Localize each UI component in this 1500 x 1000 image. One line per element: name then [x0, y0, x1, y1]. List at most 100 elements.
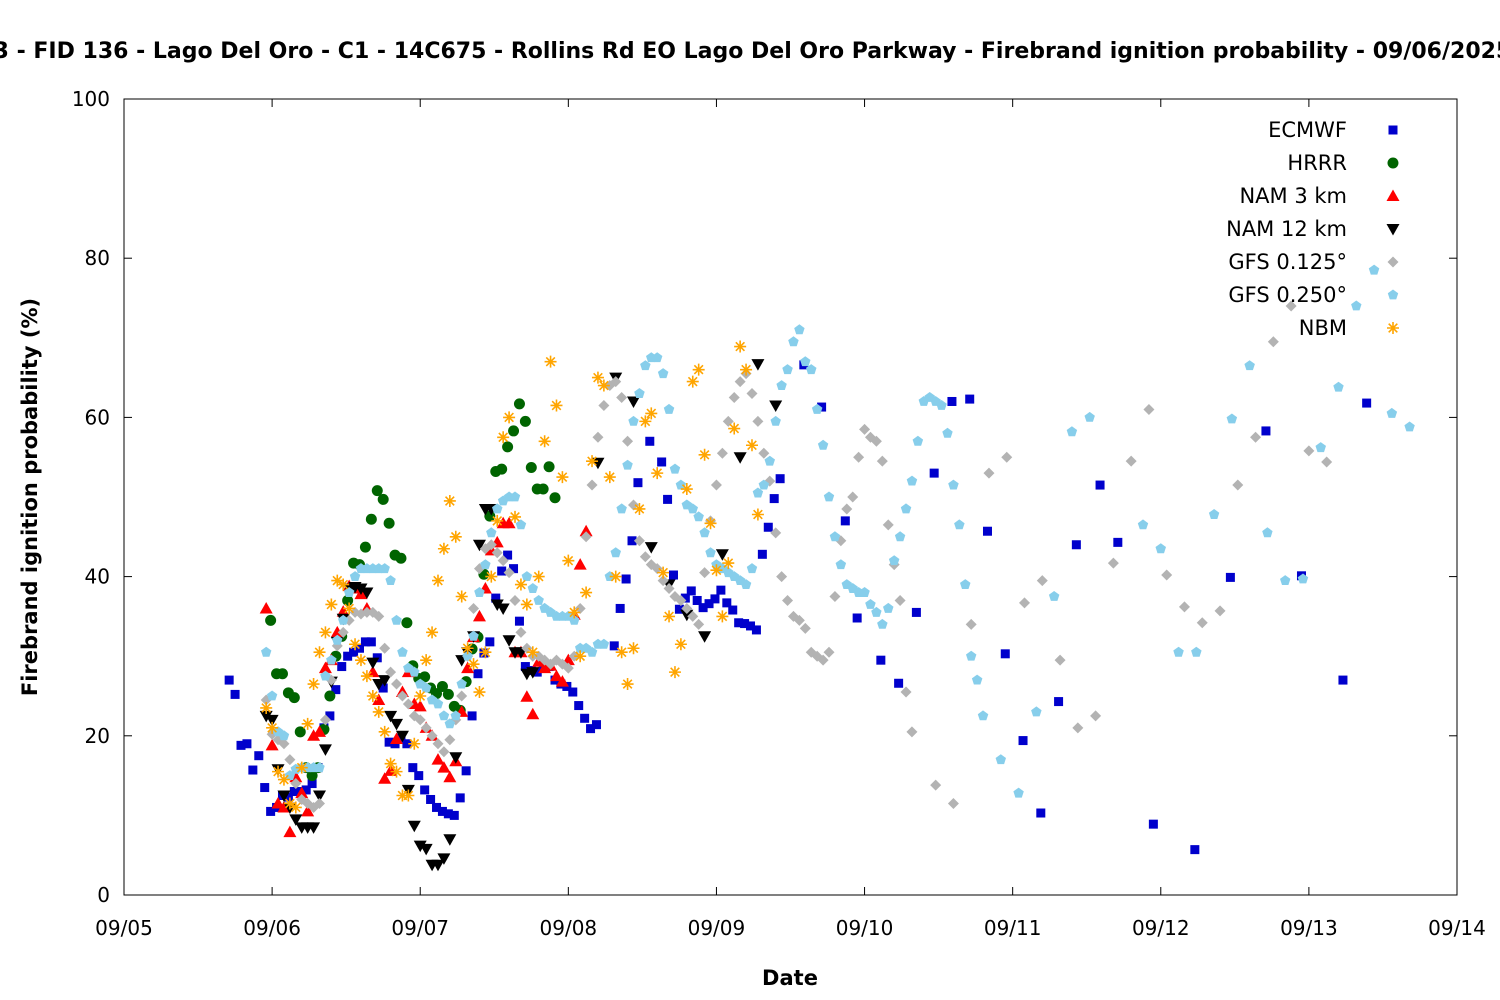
- data-point-ecmwf: [408, 763, 418, 773]
- data-point-nam-3-km: [295, 786, 309, 799]
- data-point-nbm: [532, 570, 545, 583]
- data-point-ecmwf: [1190, 845, 1200, 855]
- x-tick-label: 09/10: [836, 916, 894, 940]
- legend-label-nam-12-km: NAM 12 km: [1226, 217, 1347, 241]
- data-point-hrrr: [436, 680, 448, 692]
- legend-label-ecmwf: ECMWF: [1268, 118, 1347, 142]
- data-point-nam-12-km: [627, 396, 641, 408]
- data-point-gfs-0-125: [290, 778, 302, 790]
- legend-marker-hrrr: [1387, 157, 1399, 169]
- data-point-gfs-0-125: [509, 594, 521, 606]
- data-point-ecmwf: [343, 651, 353, 661]
- data-point-nam-12-km: [384, 710, 398, 723]
- data-point-ecmwf: [289, 787, 299, 797]
- data-point-nbm: [580, 586, 593, 599]
- data-point-ecmwf: [757, 549, 767, 559]
- data-point-nbm: [337, 578, 350, 591]
- data-point-hrrr: [419, 671, 431, 683]
- data-point-gfs-0-125: [817, 654, 829, 666]
- data-point-nam-3-km: [573, 558, 587, 570]
- data-point-ecmwf: [740, 619, 750, 629]
- data-point-ecmwf: [449, 810, 459, 820]
- data-point-hrrr: [377, 493, 389, 505]
- data-point-gfs-0-250: [865, 599, 876, 609]
- data-point-ecmwf: [325, 711, 335, 721]
- data-point-gfs-0-250: [432, 698, 444, 709]
- data-point-gfs-0-125: [1196, 617, 1208, 629]
- data-point-nam-3-km: [277, 800, 291, 813]
- data-point-gfs-0-250: [900, 503, 912, 514]
- data-point-gfs-0-125: [610, 376, 622, 388]
- data-point-ecmwf: [242, 739, 252, 749]
- data-point-ecmwf: [485, 637, 495, 647]
- data-point-ecmwf: [1338, 675, 1348, 685]
- data-point-nam-3-km: [372, 693, 386, 705]
- data-point-ecmwf: [1071, 540, 1081, 550]
- data-point-gfs-0-250: [598, 638, 610, 649]
- data-point-nam-12-km: [366, 657, 380, 670]
- data-point-gfs-0-125: [1001, 451, 1013, 463]
- x-tick-label: 09/12: [1132, 916, 1190, 940]
- data-point-nam-12-km: [313, 790, 327, 802]
- data-point-ecmwf: [568, 687, 578, 697]
- data-point-gfs-0-250: [628, 415, 639, 426]
- data-point-nam-3-km: [301, 804, 315, 817]
- data-point-gfs-0-250: [397, 646, 408, 657]
- data-point-gfs-0-250: [811, 403, 823, 414]
- data-point-nbm: [639, 415, 652, 428]
- data-point-gfs-0-125: [728, 392, 740, 403]
- data-point-gfs-0-125: [894, 594, 906, 606]
- data-point-gfs-0-125: [592, 431, 604, 443]
- data-point-nbm: [449, 530, 462, 543]
- data-point-nbm: [544, 355, 557, 368]
- data-point-ecmwf: [692, 595, 702, 605]
- data-point-nbm: [728, 422, 741, 435]
- x-axis: 09/05 09/06 09/07 09/08 09/09 09/10 09/11 09/12…: [95, 99, 1486, 940]
- data-point-gfs-0-250: [468, 630, 479, 641]
- data-point-gfs-0-125: [1107, 557, 1119, 569]
- data-point-nbm: [360, 670, 373, 683]
- data-point-gfs-0-250: [823, 491, 835, 502]
- data-point-nbm: [260, 701, 273, 714]
- data-point-nbm: [325, 598, 338, 611]
- data-point-ecmwf: [698, 603, 708, 613]
- data-point-gfs-0-125: [882, 519, 894, 531]
- data-point-gfs-0-125: [675, 594, 687, 606]
- data-point-ecmwf: [769, 494, 779, 504]
- data-point-hrrr: [383, 517, 395, 529]
- data-point-nbm: [266, 721, 279, 734]
- data-point-nam-12-km: [644, 542, 658, 554]
- data-point-gfs-0-125: [284, 754, 296, 766]
- data-point-nbm: [686, 375, 699, 388]
- data-point-nam-12-km: [715, 549, 729, 561]
- data-point-ecmwf: [1018, 736, 1028, 746]
- data-point-gfs-0-125: [337, 626, 349, 638]
- data-point-nbm: [657, 566, 670, 579]
- data-point-nam-3-km: [271, 796, 285, 809]
- data-point-gfs-0-250: [1191, 646, 1202, 657]
- data-point-nbm: [556, 471, 569, 484]
- data-point-gfs-0-125: [847, 491, 859, 503]
- data-point-nam-12-km: [318, 744, 332, 756]
- data-point-nam-3-km: [390, 732, 404, 744]
- series-gfs-0-125: [260, 300, 1333, 813]
- data-point-nbm: [514, 578, 527, 591]
- plot-frame: [123, 98, 1458, 896]
- data-point-gfs-0-125: [468, 602, 480, 614]
- data-point-gfs-0-250: [1226, 413, 1238, 424]
- data-point-gfs-0-250: [266, 690, 278, 701]
- data-point-nam-12-km: [443, 834, 457, 846]
- data-point-gfs-0-125: [402, 698, 414, 710]
- data-point-ecmwf: [520, 662, 530, 672]
- data-point-nbm: [307, 678, 320, 691]
- data-point-nbm: [408, 737, 421, 750]
- data-point-nbm: [526, 646, 539, 659]
- data-point-ecmwf: [621, 574, 631, 584]
- chart-title: Tier 3 - FID 136 - Lago Del Oro - C1 - 1…: [0, 39, 1500, 64]
- data-point-ecmwf: [663, 494, 673, 504]
- data-point-gfs-0-250: [515, 519, 527, 530]
- legend-marker-ecmwf: [1388, 125, 1398, 135]
- data-point-nbm: [609, 570, 622, 583]
- data-point-hrrr: [401, 617, 413, 629]
